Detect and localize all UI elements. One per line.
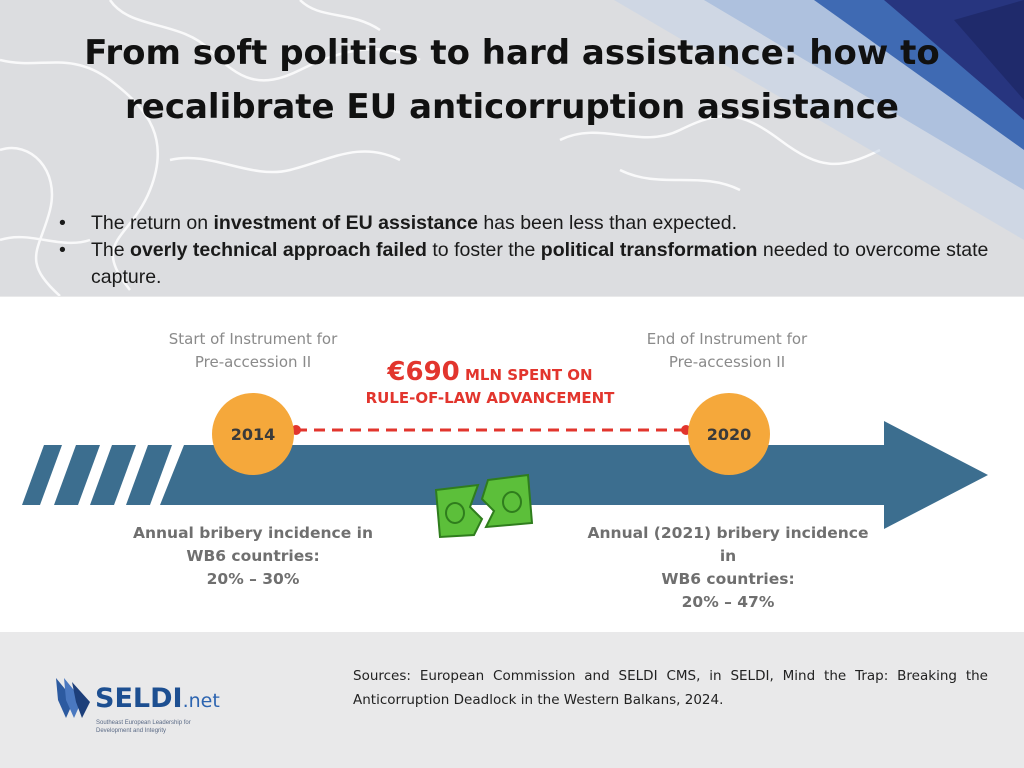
stripe: [54, 445, 100, 505]
logo-net-text: .net: [182, 690, 220, 712]
bullet-text: The return on: [91, 212, 214, 234]
bullet-bold-text: political transformation: [540, 239, 758, 261]
corner-decoration: [614, 0, 1024, 240]
logo-tagline: Southeast European Leadership for Develo…: [96, 720, 191, 734]
stripe: [126, 445, 172, 505]
bullet-list: The return on investment of EU assistanc…: [56, 210, 996, 291]
bullet-item: The return on investment of EU assistanc…: [56, 210, 996, 237]
bullet-text: The: [91, 239, 131, 261]
bullet-text: to foster the: [426, 239, 541, 261]
stripe: [90, 445, 136, 505]
caption-line: Pre-accession II: [668, 353, 786, 371]
end-caption: End of Instrument for Pre-accession II: [624, 328, 830, 374]
caption-line: End of Instrument for: [646, 330, 808, 348]
sources-note: Sources: European Commission and SELDI C…: [353, 668, 988, 708]
bribery-range: 20% – 30%: [206, 570, 300, 588]
end-bribery-stat: Annual (2021) bribery incidence in WB6 c…: [580, 522, 876, 614]
stripe: [22, 445, 62, 505]
spent-amount: €690: [387, 357, 460, 387]
spent-callout: €690 MLN SPENT ON RULE-OF-LAW ADVANCEMEN…: [340, 357, 640, 407]
bribery-line: Annual (2021) bribery incidence in: [587, 524, 869, 565]
timeline-arrow: [160, 421, 988, 529]
bullet-bold-text: overly technical approach failed: [130, 239, 427, 261]
bullet-text: needed to overcome state capture.: [91, 239, 989, 288]
timeline-graphic: [22, 421, 988, 539]
torn-banknote-icon: [434, 473, 534, 539]
bribery-line: Annual bribery incidence in: [132, 524, 373, 542]
start-caption: Start of Instrument for Pre-accession II: [150, 328, 356, 374]
seldi-logo-icon: [56, 678, 90, 718]
bribery-line: WB6 countries:: [186, 547, 320, 565]
logo-main-text: SELDI: [95, 683, 183, 714]
bribery-line: WB6 countries:: [661, 570, 795, 588]
slide-title: From soft politics to hard assistance: h…: [84, 33, 940, 127]
bribery-range: 20% – 47%: [681, 593, 775, 611]
year-2020-circle: 2020: [688, 393, 770, 475]
year-2014-circle: 2014: [212, 393, 294, 475]
seldi-logo: SELDI.net: [95, 683, 220, 714]
start-bribery-stat: Annual bribery incidence in WB6 countrie…: [120, 522, 386, 591]
bullet-bold-text: investment of EU assistance: [213, 212, 478, 234]
bullet-text: has been less than expected.: [477, 212, 738, 234]
timeline-infographic: Start of Instrument for Pre-accession II…: [0, 297, 1024, 632]
caption-line: Pre-accession II: [194, 353, 312, 371]
spent-unit: MLN SPENT ON: [459, 366, 593, 384]
spent-purpose: RULE-OF-LAW ADVANCEMENT: [365, 389, 615, 407]
caption-line: Start of Instrument for: [168, 330, 338, 348]
bullet-item: The overly technical approach failed to …: [56, 237, 996, 291]
